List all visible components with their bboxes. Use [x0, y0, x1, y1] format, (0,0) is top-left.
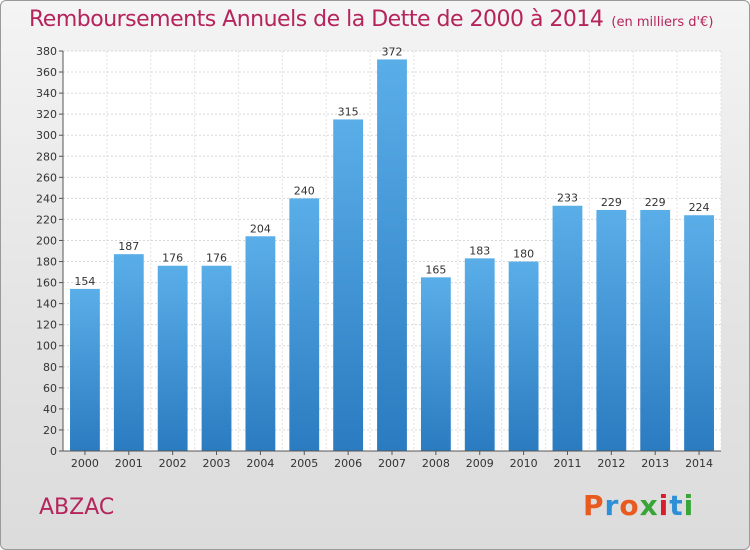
- x-axis: 2000 2001 2002 2003 2004 2005 2006 2007 2008 2009…: [63, 450, 721, 470]
- y-tick-label: 220: [36, 213, 57, 226]
- y-tick-label: 260: [36, 171, 57, 184]
- logo-letter: t: [669, 489, 684, 522]
- bar-value-label: 154: [74, 275, 95, 288]
- bar-2012: [596, 209, 627, 451]
- logo-letter: r: [604, 489, 620, 522]
- bar-2010: [508, 261, 539, 451]
- bar-value-label: 224: [689, 201, 710, 214]
- y-tick-label: 40: [43, 403, 57, 416]
- y-tick-label: 160: [36, 277, 57, 290]
- y-axis: 0 20 40 60 80 100 120 140 160 180 200 220 240 260 280 3…: [36, 45, 64, 458]
- y-tick-label: 320: [36, 108, 57, 121]
- bar-2011: [552, 205, 583, 451]
- bar-2013: [640, 209, 671, 451]
- bar-2008: [420, 277, 451, 451]
- y-tick-label: 100: [36, 340, 57, 353]
- bar-value-label: 187: [118, 240, 139, 253]
- chart-title: Remboursements Annuels de la Dette de 20…: [29, 7, 713, 32]
- bar-value-label: 176: [206, 252, 227, 265]
- bar-2005: [289, 198, 320, 451]
- x-tick-label: 2005: [290, 457, 318, 470]
- y-tick-label: 300: [36, 129, 57, 142]
- bar-value-label: 315: [338, 105, 359, 118]
- city-name: ABZAC: [39, 495, 115, 520]
- bar-value-label: 176: [162, 252, 183, 265]
- chart-title-text: Remboursements Annuels de la Dette de 20…: [29, 7, 604, 32]
- bar-value-label: 165: [425, 263, 446, 276]
- x-tick-label: 2009: [466, 457, 494, 470]
- x-tick-label: 2001: [115, 457, 143, 470]
- bar-2000: [70, 288, 100, 451]
- logo-letter: P: [583, 489, 605, 522]
- logo-letter: i: [683, 489, 695, 522]
- y-tick-label: 180: [36, 256, 57, 269]
- y-tick-label: 120: [36, 319, 57, 332]
- bars: 154 187 176 176 204 240 315 372 165 183 180 233 229 2…: [70, 45, 714, 451]
- x-tick-label: 2010: [510, 457, 538, 470]
- y-tick-label: 380: [36, 45, 57, 58]
- y-tick-label: 80: [43, 361, 57, 374]
- y-tick-label: 200: [36, 234, 57, 247]
- bar-value-label: 372: [382, 45, 403, 58]
- x-tick-label: 2000: [71, 457, 99, 470]
- bar-value-label: 233: [557, 192, 578, 205]
- bar-value-label: 229: [601, 196, 622, 209]
- logo-letter: i: [658, 489, 670, 522]
- y-tick-label: 340: [36, 87, 57, 100]
- x-tick-label: 2004: [246, 457, 274, 470]
- bar-2014: [684, 215, 714, 451]
- chart-subtitle: (en milliers d'€): [611, 15, 714, 30]
- bar-2009: [464, 258, 495, 451]
- bar-2004: [245, 236, 276, 451]
- y-tick-label: 140: [36, 298, 57, 311]
- y-tick-label: 20: [43, 424, 57, 437]
- y-tick-label: 240: [36, 192, 57, 205]
- y-tick-label: 280: [36, 150, 57, 163]
- x-tick-label: 2008: [422, 457, 450, 470]
- bar-value-label: 204: [250, 222, 271, 235]
- bar-2006: [333, 119, 364, 451]
- y-tick-label: 0: [50, 445, 57, 458]
- x-tick-label: 2014: [685, 457, 713, 470]
- y-tick-label: 60: [43, 382, 57, 395]
- x-tick-label: 2013: [641, 457, 669, 470]
- bar-value-label: 240: [294, 184, 315, 197]
- bar-2007: [377, 59, 407, 451]
- x-tick-label: 2007: [378, 457, 406, 470]
- x-tick-label: 2002: [159, 457, 187, 470]
- x-tick-label: 2012: [597, 457, 625, 470]
- x-tick-label: 2003: [203, 457, 231, 470]
- bar-2002: [157, 265, 188, 451]
- bar-2001: [113, 254, 144, 451]
- logo-letter: x: [639, 489, 659, 522]
- bar-value-label: 183: [469, 244, 490, 257]
- bar-2003: [201, 265, 232, 451]
- logo-letter: o: [619, 489, 640, 522]
- y-tick-label: 360: [36, 66, 57, 79]
- proxiti-logo[interactable]: Proxiti: [583, 489, 694, 522]
- x-tick-label: 2006: [334, 457, 362, 470]
- x-tick-label: 2011: [553, 457, 581, 470]
- bar-value-label: 229: [645, 196, 666, 209]
- bar-value-label: 180: [513, 248, 534, 261]
